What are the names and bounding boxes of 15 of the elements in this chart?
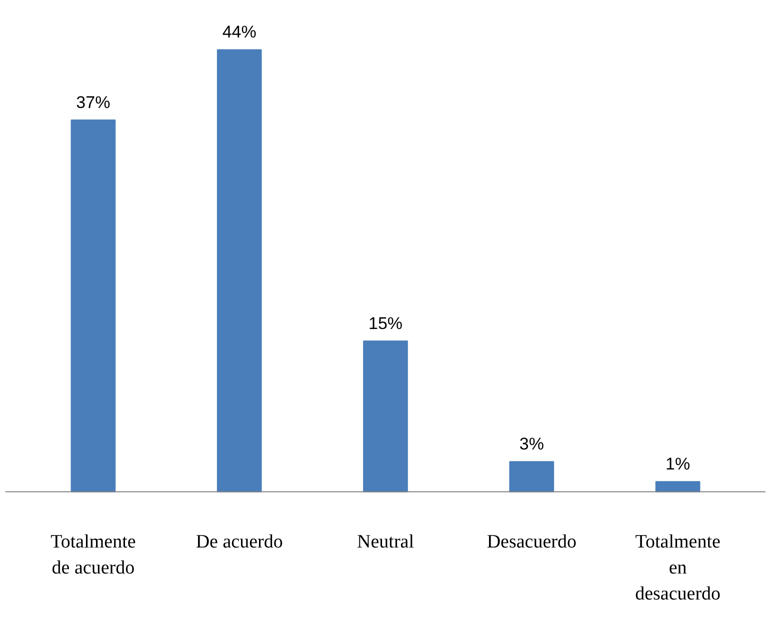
x-tick-label: Neutral xyxy=(357,532,414,553)
data-label: 44% xyxy=(222,22,256,42)
data-label: 37% xyxy=(76,93,110,112)
bar xyxy=(216,49,262,492)
bar xyxy=(655,481,700,492)
bar xyxy=(509,461,554,492)
x-tick-label: Totalmente en desacuerdo xyxy=(635,532,721,605)
x-tick-label: De acuerdo xyxy=(196,532,283,553)
bar xyxy=(70,120,116,492)
x-tick-label: Desacuerdo xyxy=(486,532,577,553)
data-label: 3% xyxy=(519,434,544,454)
bar xyxy=(363,340,408,492)
data-label: 1% xyxy=(666,454,690,474)
data-label: 15% xyxy=(368,314,403,334)
x-tick-label: Totalmente de acuerdo xyxy=(50,532,136,579)
